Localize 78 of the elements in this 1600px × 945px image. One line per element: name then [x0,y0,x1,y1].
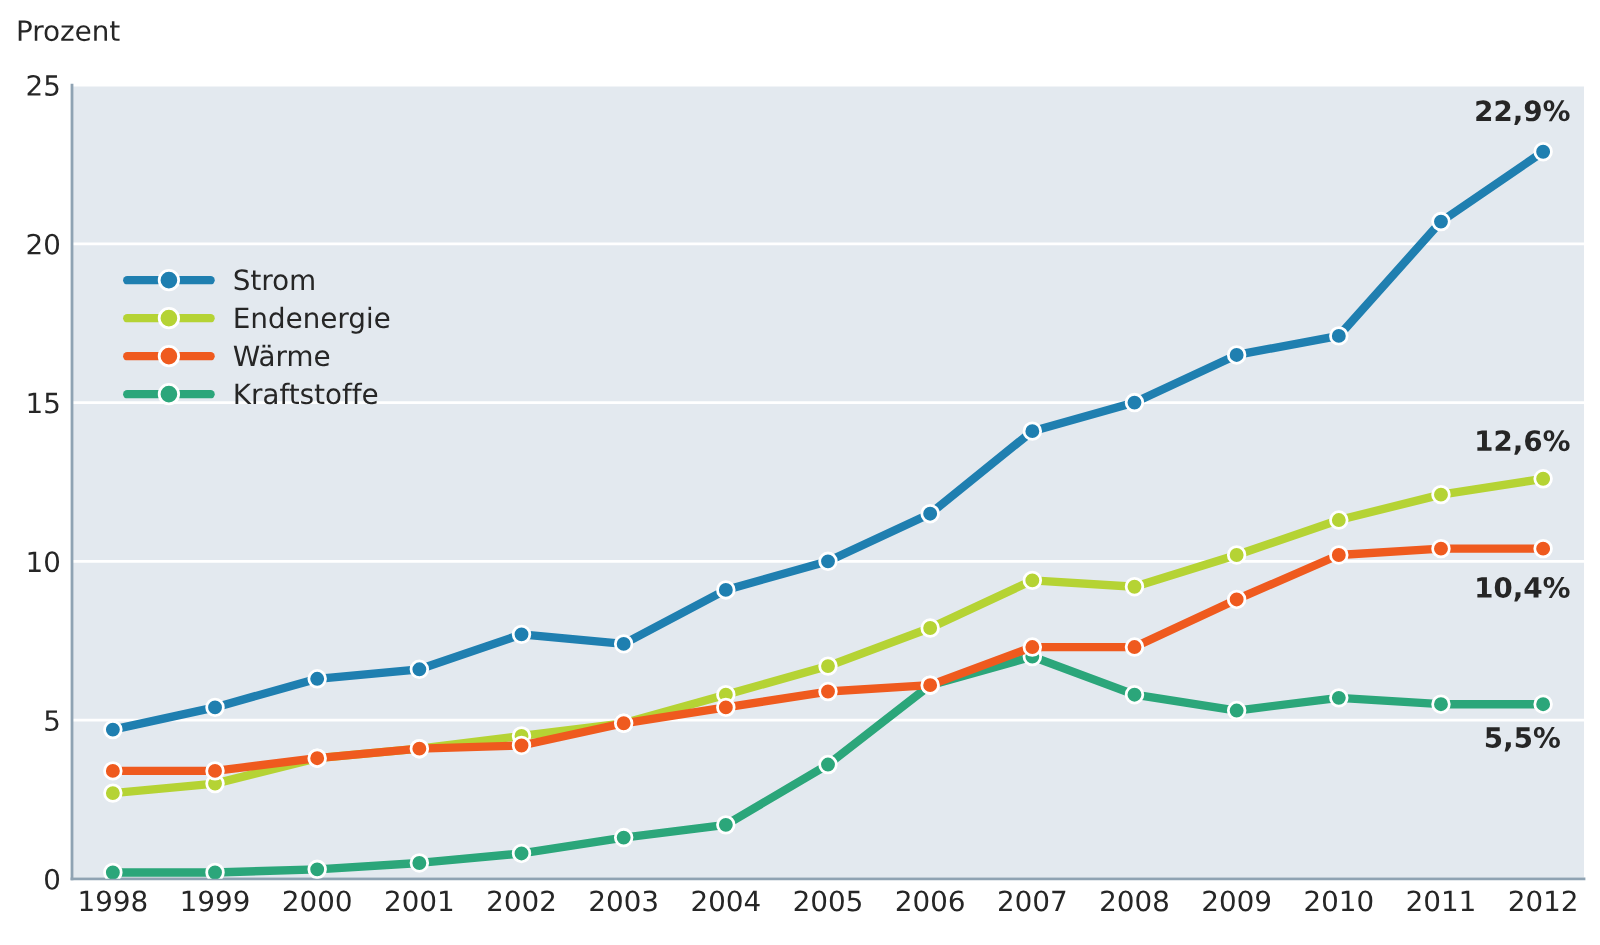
x-tick-label: 2008 [1101,890,1168,912]
point [1329,326,1349,346]
point [716,697,736,718]
x-tick-label: 2002 [488,890,555,912]
x-tick-label: 2001 [386,890,453,912]
point [1329,510,1349,530]
point [1124,637,1145,657]
point [511,735,532,756]
point [1226,345,1247,365]
point [205,697,225,718]
point [1329,688,1349,708]
annotation: 22,9% [1476,100,1570,125]
y-tick-label: 5 [45,710,59,732]
y-axis-title: Prozent [18,20,120,42]
point [103,719,123,740]
point [1124,684,1145,705]
point [1226,545,1247,565]
annotation: 12,6% [1477,430,1570,455]
y-tick-label: 10 [28,551,60,573]
x-tick-label: 2006 [896,890,964,912]
point [409,659,430,680]
point [920,503,940,524]
point [1431,538,1451,559]
point [1226,700,1247,721]
x-tick-label: 2004 [692,890,760,912]
x-tick-label: 2007 [999,890,1066,912]
annotation: 5,5% [1485,726,1560,752]
point [205,761,225,781]
point [103,862,123,879]
x-tick-label: 1998 [80,890,147,912]
point [716,580,736,600]
x-tick-label: 2000 [283,890,351,912]
legend-label: Strom [234,269,314,291]
point [103,783,123,803]
point [818,551,838,572]
point [1431,484,1451,505]
legend-label: Endenergie [235,306,390,334]
point [307,859,327,879]
point [920,618,940,638]
x-tick-label: 2011 [1407,890,1474,912]
point [1533,469,1553,489]
legend-label: Kraftstoffe [235,382,378,405]
point [307,669,327,689]
point [1533,142,1553,162]
x-tick-label: 2010 [1305,890,1373,912]
point [409,853,430,873]
x-tick-label: 2005 [794,890,861,912]
point [1431,694,1451,714]
point [716,815,736,835]
x-tick-label: 2012 [1509,890,1576,912]
point [1533,538,1553,559]
x-tick-label: 1999 [182,890,249,912]
point [1022,637,1043,657]
point [1226,589,1247,610]
point [1533,694,1553,714]
point [1022,570,1043,591]
y-tick-label: 15 [28,392,59,414]
point [103,761,123,781]
point [1124,392,1145,413]
point [818,656,838,676]
point [818,754,838,775]
y-tick-label: 25 [27,74,59,96]
y-tick-label: 0 [45,868,60,890]
point [1124,577,1145,597]
point [818,681,838,702]
legend-label: Wärme [233,344,330,367]
y-tick-label: 20 [27,233,60,255]
point [613,827,634,848]
point [1329,545,1349,565]
point [1022,421,1043,441]
annotation: 10,4% [1477,576,1570,602]
point [205,862,225,879]
x-tick-label: 2009 [1203,890,1271,912]
point [613,634,634,654]
point [1431,211,1451,232]
point [511,624,532,645]
point [511,843,532,864]
x-tick-label: 2003 [590,890,657,912]
